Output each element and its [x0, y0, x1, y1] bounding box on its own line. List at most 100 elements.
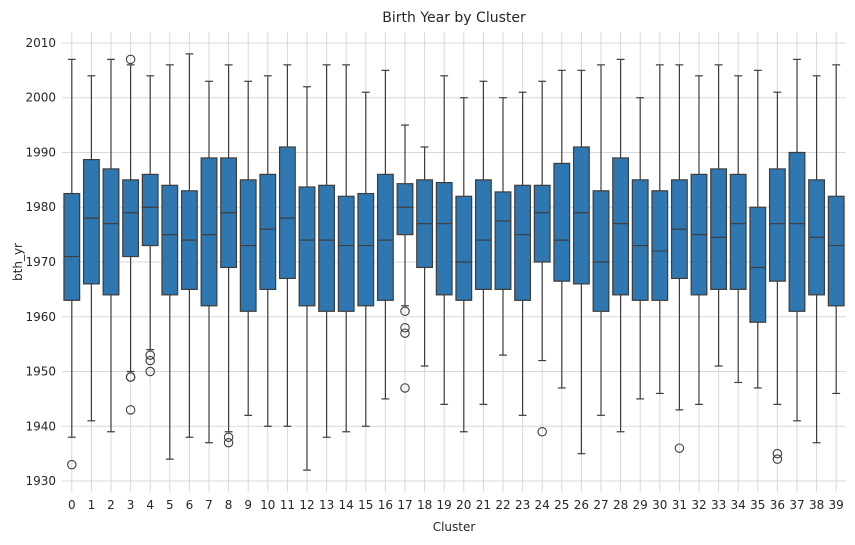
y-tick-label: 2000 — [25, 91, 56, 105]
x-tick-label: 32 — [691, 498, 706, 512]
x-tick-label: 22 — [495, 498, 510, 512]
x-tick-label: 19 — [437, 498, 452, 512]
box-iqr — [396, 183, 414, 236]
x-tick-label: 30 — [652, 498, 667, 512]
box-iqr — [337, 195, 355, 312]
outlier-point — [400, 328, 410, 338]
x-tick-label: 23 — [515, 498, 530, 512]
x-tick-label: 5 — [166, 498, 174, 512]
y-tick-label: 1930 — [25, 474, 56, 488]
box-iqr — [298, 186, 316, 307]
x-tick-label: 21 — [476, 498, 491, 512]
box-iqr — [474, 179, 492, 290]
x-tick-label: 10 — [260, 498, 275, 512]
box-iqr — [376, 173, 394, 301]
x-tick-label: 8 — [225, 498, 233, 512]
box-iqr — [259, 173, 277, 290]
box-26 — [572, 69, 590, 455]
x-tick-label: 14 — [339, 498, 354, 512]
x-tick-label: 18 — [417, 498, 432, 512]
box-iqr — [357, 192, 375, 307]
outlier-point — [772, 454, 783, 464]
outlier-point — [400, 322, 410, 333]
box-0 — [63, 58, 81, 470]
x-tick-label: 20 — [456, 498, 471, 512]
box-30 — [651, 64, 669, 395]
box-29 — [631, 97, 649, 400]
box-14 — [337, 64, 355, 433]
x-tick-label: 13 — [319, 498, 334, 512]
x-tick-label: 7 — [205, 498, 213, 512]
outlier-point — [125, 372, 136, 382]
box-iqr — [572, 146, 590, 285]
box-iqr — [278, 146, 296, 280]
outlier-point — [400, 306, 410, 317]
x-tick-label: 16 — [378, 498, 393, 512]
x-tick-label: 29 — [633, 498, 648, 512]
box-28 — [612, 58, 630, 433]
box-32 — [690, 75, 708, 405]
x-tick-label: 4 — [146, 498, 154, 512]
outlier-point — [223, 432, 234, 442]
box-27 — [592, 64, 610, 416]
box-iqr — [612, 157, 630, 296]
box-iqr — [63, 192, 81, 301]
x-tick-label: 28 — [613, 498, 628, 512]
y-tick-label: 1960 — [25, 310, 56, 324]
box-15 — [357, 91, 375, 427]
outlier-point — [145, 355, 155, 366]
x-tick-label: 12 — [299, 498, 314, 512]
box-10 — [259, 75, 277, 427]
outlier-point — [223, 437, 234, 448]
box-iqr — [455, 195, 473, 301]
outlier-point — [145, 366, 155, 377]
y-axis-label: bth_yr — [11, 243, 25, 281]
box-series — [63, 53, 845, 471]
box-23 — [514, 91, 532, 416]
x-tick-label: 26 — [574, 498, 589, 512]
x-tick-label: 25 — [554, 498, 569, 512]
box-37 — [788, 58, 806, 422]
box-iqr — [827, 195, 845, 307]
box-iqr — [788, 151, 806, 312]
box-38 — [808, 75, 826, 444]
box-iqr — [729, 173, 747, 290]
box-iqr — [82, 158, 100, 285]
box-4 — [141, 75, 159, 377]
box-iqr — [533, 184, 551, 263]
x-tick-label: 11 — [280, 498, 295, 512]
box-12 — [298, 86, 316, 471]
box-iqr — [102, 168, 120, 296]
box-iqr — [514, 184, 532, 301]
box-iqr — [553, 162, 571, 282]
x-axis-ticks: 0 1 2 3 4 5 6 7 8 9 10 11 12 13 14 15 16 17 18 19 20 21 22 23 24… — [68, 498, 844, 512]
y-tick-label: 1940 — [25, 419, 56, 433]
y-tick-label: 1970 — [25, 255, 56, 269]
box-33 — [710, 64, 728, 367]
box-16 — [376, 69, 394, 400]
box-20 — [455, 97, 473, 433]
x-tick-label: 17 — [397, 498, 412, 512]
box-iqr — [651, 190, 669, 301]
box-iqr — [122, 179, 140, 258]
y-tick-label: 1950 — [25, 365, 56, 379]
box-21 — [474, 80, 492, 405]
box-iqr — [768, 168, 786, 282]
x-tick-label: 37 — [789, 498, 804, 512]
y-tick-label: 1980 — [25, 200, 56, 214]
x-tick-label: 38 — [809, 498, 824, 512]
box-19 — [435, 75, 453, 405]
outlier-point — [674, 443, 685, 453]
box-22 — [494, 97, 512, 356]
outlier-point — [125, 54, 136, 65]
x-tick-label: 6 — [186, 498, 194, 512]
box-6 — [180, 53, 198, 438]
box-17 — [396, 124, 414, 393]
box-25 — [553, 69, 571, 389]
box-iqr — [631, 179, 649, 301]
x-tick-label: 0 — [68, 498, 76, 512]
x-tick-label: 15 — [358, 498, 373, 512]
box-iqr — [200, 157, 218, 307]
box-2 — [102, 58, 120, 433]
